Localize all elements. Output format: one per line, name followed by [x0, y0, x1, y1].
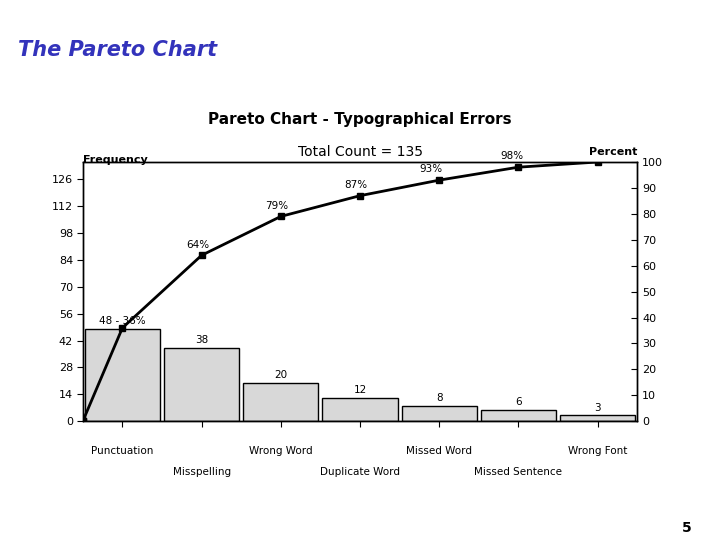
Text: 38: 38	[195, 335, 208, 346]
Text: 93%: 93%	[420, 164, 443, 174]
Text: Total Count = 135: Total Count = 135	[297, 145, 423, 159]
Text: Six Sigma
Green Belt: Six Sigma Green Belt	[533, 25, 641, 67]
Bar	[481, 410, 556, 421]
Text: 98%: 98%	[500, 151, 523, 161]
Text: Pareto Chart - Typographical Errors: Pareto Chart - Typographical Errors	[208, 112, 512, 127]
Text: 8: 8	[436, 393, 443, 403]
Text: 6: 6	[515, 397, 522, 407]
Text: Missed Sentence: Missed Sentence	[474, 467, 562, 477]
Text: Frequency: Frequency	[83, 156, 148, 165]
Bar	[402, 406, 477, 421]
Text: 48 - 36%: 48 - 36%	[99, 316, 145, 326]
Text: Wrong Font: Wrong Font	[568, 446, 627, 456]
Text: The Pareto Chart: The Pareto Chart	[18, 40, 217, 60]
Text: 79%: 79%	[265, 201, 289, 211]
Text: Misspelling: Misspelling	[173, 467, 230, 477]
Text: Percent: Percent	[589, 147, 637, 157]
Bar	[164, 348, 239, 421]
Text: 5: 5	[681, 521, 691, 535]
Text: Missed Word: Missed Word	[406, 446, 472, 456]
Text: Wrong Word: Wrong Word	[249, 446, 312, 456]
Text: 64%: 64%	[186, 240, 210, 249]
Text: 87%: 87%	[344, 180, 368, 190]
Bar	[560, 415, 635, 421]
Bar	[243, 383, 318, 421]
Text: 3: 3	[594, 402, 601, 413]
Text: Duplicate Word: Duplicate Word	[320, 467, 400, 477]
Text: Punctuation: Punctuation	[91, 446, 153, 456]
Bar	[323, 398, 397, 421]
Text: 20: 20	[274, 370, 287, 380]
Text: 12: 12	[354, 385, 366, 395]
Bar	[85, 329, 160, 421]
